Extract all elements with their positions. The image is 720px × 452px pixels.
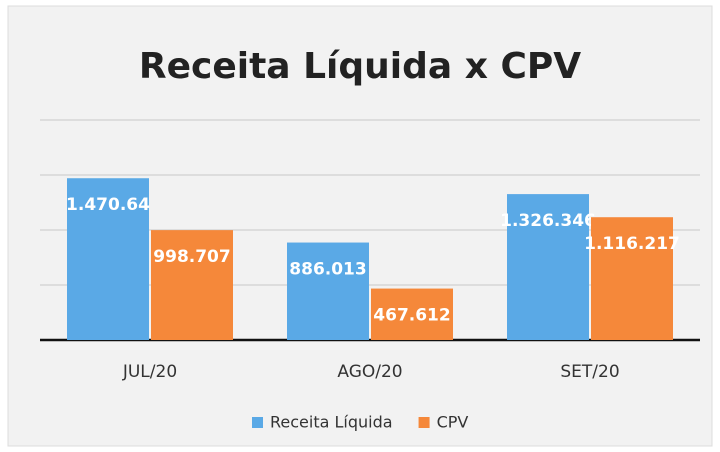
chart-title: Receita Líquida x CPV xyxy=(139,46,581,87)
data-label: 467.612 xyxy=(373,306,450,326)
x-tick-label: JUL/20 xyxy=(122,362,177,382)
bar xyxy=(591,217,673,340)
bar xyxy=(287,242,369,340)
bar xyxy=(67,178,149,340)
data-label: 998.707 xyxy=(153,247,230,267)
legend-label: Receita Líquida xyxy=(270,413,393,432)
bar xyxy=(371,288,453,340)
bar xyxy=(151,230,233,340)
x-tick-label: SET/20 xyxy=(560,362,619,382)
bar xyxy=(507,194,589,340)
legend-swatch xyxy=(252,417,263,428)
data-label: 1.470.64 xyxy=(66,195,150,215)
x-tick-label: AGO/20 xyxy=(337,362,402,382)
data-label: 1.326.346 xyxy=(500,211,596,231)
data-label: 1.116.217 xyxy=(584,234,680,254)
legend-swatch xyxy=(418,417,430,428)
legend-label: CPV xyxy=(437,413,469,432)
data-label: 886.013 xyxy=(289,260,366,280)
